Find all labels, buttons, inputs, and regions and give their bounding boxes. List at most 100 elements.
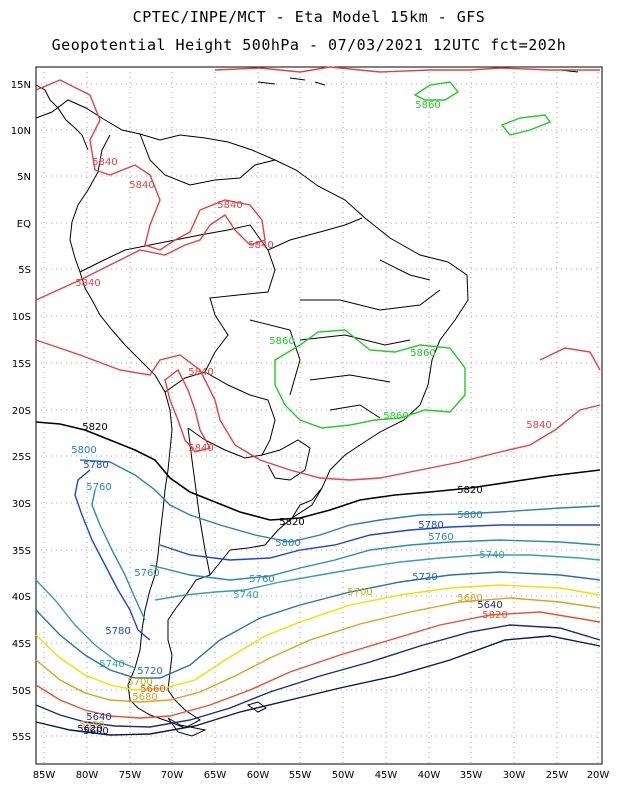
contour-5840-north <box>35 79 266 301</box>
contour-label-5680: 5680 <box>132 692 157 703</box>
contours <box>35 66 601 736</box>
contour-5840-mid <box>35 339 601 481</box>
contour-5680 <box>35 597 601 703</box>
tierra-del-fuego <box>167 717 207 737</box>
lon-tick-label: 30W <box>503 770 526 781</box>
contour-label-5800: 5800 <box>71 445 96 456</box>
lat-tick-label: 55S <box>12 732 31 743</box>
contour-label-5780: 5780 <box>418 520 443 531</box>
border-venezuela <box>139 133 276 186</box>
south-america-coast <box>35 99 469 729</box>
contour-label-5820: 5820 <box>279 517 304 528</box>
lat-tick-label: 25S <box>12 452 31 463</box>
lon-tick-label: 40W <box>418 770 441 781</box>
contour-label-5740: 5740 <box>99 659 124 670</box>
lat-tick-label: 5N <box>17 172 31 183</box>
contour-label-5760: 5760 <box>86 482 111 493</box>
contour-5640 <box>35 624 601 728</box>
contour-label-5840: 5840 <box>92 157 117 168</box>
map-title-line2: Geopotential Height 500hPa - 07/03/2021 … <box>51 36 567 54</box>
falkland-islands <box>246 701 267 713</box>
contour-label-5660: 5660 <box>140 684 165 695</box>
lat-tick-label: 50S <box>12 686 31 697</box>
lat-tick-label: 15S <box>12 359 31 370</box>
contour-label-5620: 5620 <box>77 724 102 735</box>
lat-tick-label: 35S <box>12 546 31 557</box>
lat-tick-label: 10S <box>12 312 31 323</box>
contour-label-5680: 5680 <box>79 720 104 731</box>
contour-label-5840: 5840 <box>217 200 242 211</box>
coastlines <box>35 69 579 737</box>
contour-label-5800: 5800 <box>457 510 482 521</box>
contour-label-5860: 5860 <box>410 348 435 359</box>
axis-ticks: 15N 10N 5N EQ 5S 10S 15S 20S 25S 30S 35S 40S 45S 50S 5… <box>11 80 610 781</box>
lon-tick-label: 60W <box>247 770 270 781</box>
border-brazil-west <box>164 217 363 393</box>
contour-label-5840: 5840 <box>188 443 213 454</box>
contour-5860-north-2 <box>500 114 552 136</box>
contour-label-5820: 5820 <box>457 485 482 496</box>
lat-tick-label: 5S <box>18 265 31 276</box>
lat-tick-label: 30S <box>12 499 31 510</box>
contour-label-5760: 5760 <box>428 532 453 543</box>
contour-label-5840: 5840 <box>248 240 273 251</box>
contour-label-5780: 5780 <box>83 460 108 471</box>
contour-5800 <box>79 459 601 543</box>
contour-5760 <box>91 489 601 621</box>
contour-5720 <box>35 571 601 679</box>
border-paraguay <box>261 439 311 481</box>
lat-tick-label: 20S <box>12 406 31 417</box>
contour-label-5640: 5640 <box>477 600 502 611</box>
border-argentina <box>187 427 211 576</box>
lat-tick-label: 15N <box>11 80 31 91</box>
lon-tick-label: 25W <box>546 770 569 781</box>
graticule <box>36 67 602 764</box>
lon-tick-label: 65W <box>204 770 227 781</box>
map-title-line1: CPTEC/INPE/MCT - Eta Model 15km - GFS <box>132 8 486 26</box>
border-bolivia <box>187 371 276 459</box>
contour-label-5680: 5680 <box>457 593 482 604</box>
contour-5840-top <box>214 66 600 73</box>
contour-label-5600: 5600 <box>83 726 108 737</box>
contour-labels: 5860 5860 5860 5860 5840 5840 5840 5840 5840 5840… <box>71 100 551 737</box>
contour-label-5700: 5700 <box>127 677 152 688</box>
contour-5860-brazil <box>274 329 466 429</box>
contour-label-5860: 5860 <box>383 411 408 422</box>
contour-label-5840: 5840 <box>526 420 551 431</box>
contour-label-5700: 5700 <box>347 587 372 598</box>
caribbean-islands <box>257 69 579 86</box>
lat-tick-label: 45S <box>12 639 31 650</box>
lon-tick-label: 20W <box>587 770 610 781</box>
contour-label-5840: 5840 <box>75 278 100 289</box>
contour-label-5740: 5740 <box>479 550 504 561</box>
contour-5860-north-1 <box>413 81 460 101</box>
contour-label-5800: 5800 <box>275 538 300 549</box>
lon-tick-label: 70W <box>161 770 184 781</box>
contour-label-5760: 5760 <box>134 568 159 579</box>
contour-label-5720: 5720 <box>137 666 162 677</box>
contour-label-5820: 5820 <box>482 610 507 621</box>
contour-label-5860: 5860 <box>415 100 440 111</box>
border-brazil-states <box>249 259 441 419</box>
lon-tick-label: 85W <box>33 770 56 781</box>
contour-label-5860: 5860 <box>269 336 294 347</box>
contour-label-5640: 5640 <box>86 712 111 723</box>
lat-tick-label: 10N <box>11 126 31 137</box>
lon-tick-label: 45W <box>375 770 398 781</box>
contour-5740 <box>35 554 601 669</box>
lat-tick-label: EQ <box>17 219 31 230</box>
border-uruguay <box>291 487 323 519</box>
contour-5700 <box>35 584 601 691</box>
lon-tick-label: 35W <box>460 770 483 781</box>
contour-5620 <box>35 635 601 736</box>
contour-label-5760: 5760 <box>249 574 274 585</box>
lon-tick-label: 55W <box>289 770 312 781</box>
lon-tick-label: 80W <box>76 770 99 781</box>
contour-5840-atl <box>539 347 601 371</box>
contour-label-5780: 5780 <box>105 626 130 637</box>
contour-5660 <box>35 611 601 719</box>
lat-tick-label: 40S <box>12 592 31 603</box>
central-america <box>35 84 89 151</box>
lon-tick-label: 50W <box>332 770 355 781</box>
